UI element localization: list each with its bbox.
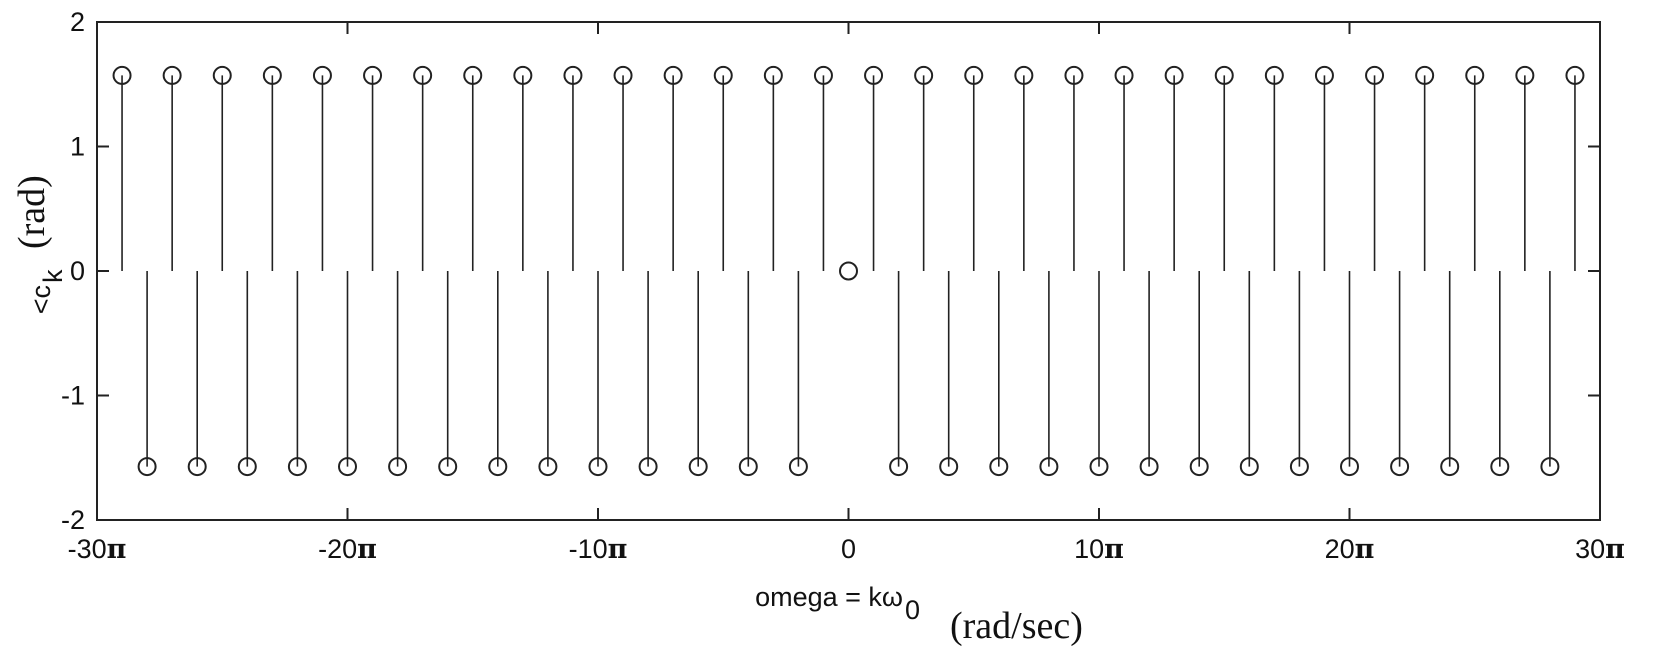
stem-marker (1314, 65, 1334, 85)
stem-marker (312, 65, 332, 85)
stem-marker (488, 457, 508, 477)
y-axis-label-subscript: k (38, 269, 68, 283)
stem-marker (1340, 457, 1359, 477)
stem-marker (914, 65, 934, 85)
stem-marker (1239, 457, 1259, 477)
stem-marker (1264, 65, 1284, 85)
stem-marker (1039, 457, 1059, 477)
stem-marker (1014, 65, 1034, 85)
stem-marker (338, 457, 357, 477)
stem-marker (1565, 65, 1585, 85)
stem-marker (1365, 65, 1385, 85)
stem-marker (1490, 457, 1510, 477)
stem-marker (1164, 65, 1184, 85)
stem-marker (1189, 457, 1209, 477)
x-tick-label: -20π (318, 534, 377, 565)
x-tick-label: -10π (569, 534, 628, 565)
stem-marker (588, 457, 608, 477)
stem-marker (638, 457, 658, 477)
stem-marker (513, 65, 533, 85)
stem-marker (137, 457, 157, 477)
stem-marker (237, 457, 257, 477)
y-axis-label: <c (26, 285, 56, 314)
stem-marker (363, 65, 383, 85)
stem-marker (1089, 457, 1109, 477)
stem-marker (763, 65, 783, 85)
x-tick-label: -30π (68, 534, 127, 565)
stem-marker (388, 457, 408, 477)
stem-marker (864, 65, 884, 85)
stem-marker (112, 65, 132, 85)
y-tick-label: 2 (70, 7, 85, 37)
x-tick-label: 20π (1325, 534, 1375, 565)
stem-marker (713, 65, 733, 85)
x-axis-units: (rad/sec) (950, 605, 1083, 647)
stem-marker (463, 65, 483, 85)
stem-marker (538, 457, 558, 477)
stem-marker (1415, 65, 1435, 85)
stem-marker (162, 65, 182, 85)
stem-marker (1390, 457, 1410, 477)
stem-marker (1064, 65, 1084, 85)
stem-marker (663, 65, 683, 85)
y-tick-label: 1 (70, 132, 85, 162)
x-ticks: -30π -20π -10π 0 10π 20π 30π (68, 22, 1625, 565)
stem-marker (1465, 65, 1485, 85)
stem-marker (1540, 457, 1560, 477)
x-tick-label: 10π (1074, 534, 1124, 565)
stem-marker (1114, 65, 1134, 85)
stem-series (112, 65, 1585, 477)
x-tick-label: 0 (841, 534, 856, 564)
stem-marker (438, 457, 458, 477)
stem-marker (964, 65, 984, 85)
stem-marker (889, 457, 909, 477)
stem-marker (1515, 65, 1535, 85)
stem-marker (262, 65, 282, 85)
stem-marker (788, 457, 808, 477)
stem-marker (1139, 457, 1159, 477)
y-tick-label: 0 (70, 256, 85, 286)
stem-marker (413, 65, 433, 85)
stem-marker (563, 65, 583, 85)
stem-marker (688, 457, 708, 477)
stem-marker (989, 457, 1009, 477)
y-axis-units: (rad) (11, 175, 53, 249)
stem-marker (187, 457, 207, 477)
x-tick-label: 30π (1575, 534, 1625, 565)
stem-marker (613, 65, 633, 85)
stem-marker (1214, 65, 1234, 85)
stem-marker (1440, 457, 1460, 477)
stem-marker (287, 457, 307, 477)
x-axis-label: omega = kω (755, 582, 903, 612)
y-tick-label: -1 (61, 381, 85, 411)
stem-marker (939, 457, 959, 477)
stem-marker (839, 261, 858, 281)
x-axis-label-subscript: 0 (905, 595, 920, 625)
stem-marker (813, 65, 833, 85)
stem-marker (738, 457, 758, 477)
y-tick-label: -2 (61, 505, 85, 535)
stem-marker (1289, 457, 1309, 477)
y-ticks: -2 -1 0 1 2 (61, 7, 1600, 535)
stem-marker (212, 65, 232, 85)
